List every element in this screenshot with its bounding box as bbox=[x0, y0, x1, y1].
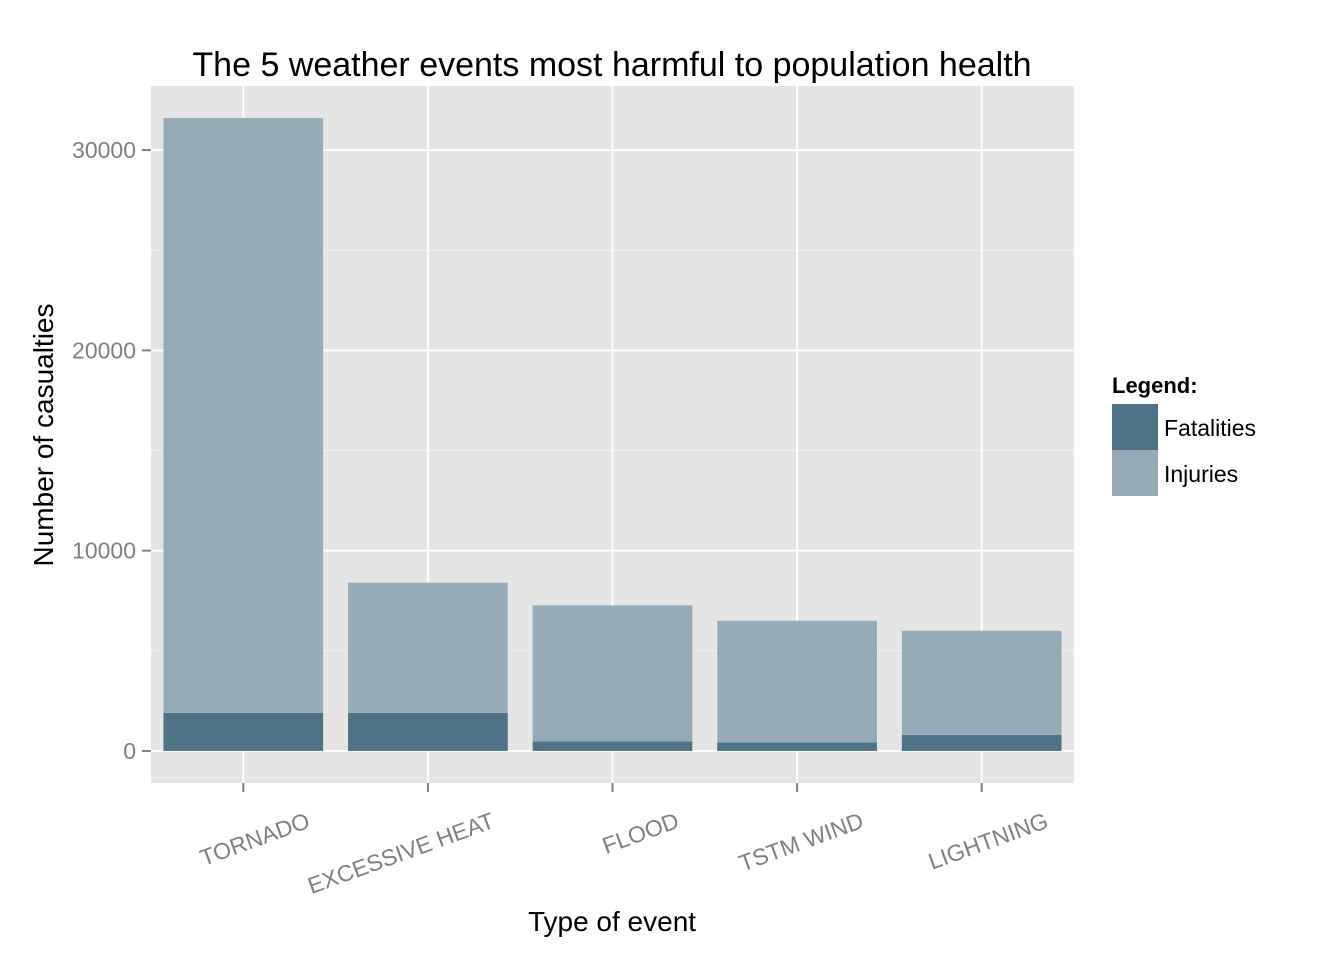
bar-injuries-tstm-wind bbox=[717, 620, 877, 743]
y-axis: 0 10000 20000 30000 bbox=[72, 137, 151, 764]
bar-injuries-excessive-heat bbox=[348, 582, 508, 713]
legend: Legend: Fatalities Injuries bbox=[1112, 373, 1256, 496]
legend-key-fatalities bbox=[1112, 404, 1158, 450]
chart-title: The 5 weather events most harmful to pop… bbox=[192, 46, 1031, 84]
x-tick-label: EXCESSIVE HEAT bbox=[304, 807, 497, 899]
bar-fatalities-tstm-wind bbox=[717, 742, 877, 751]
bar-fatalities-flood bbox=[532, 741, 693, 751]
legend-label-fatalities: Fatalities bbox=[1164, 415, 1256, 441]
x-tick-label: LIGHTNING bbox=[925, 807, 1052, 874]
y-tick-label: 0 bbox=[123, 738, 136, 764]
legend-label-injuries: Injuries bbox=[1164, 461, 1238, 487]
bars bbox=[163, 118, 1062, 751]
bar-injuries-lightning bbox=[901, 630, 1062, 735]
y-tick-label: 30000 bbox=[72, 137, 136, 163]
x-tick-label: TORNADO bbox=[196, 807, 313, 871]
bar-fatalities-excessive-heat bbox=[348, 712, 508, 751]
x-tick-label: TSTM WIND bbox=[735, 807, 866, 876]
bar-fatalities-tornado bbox=[163, 712, 324, 751]
y-tick-label: 10000 bbox=[72, 538, 136, 564]
bar-injuries-flood bbox=[532, 605, 693, 742]
x-tick-label: FLOOD bbox=[599, 807, 682, 859]
y-axis-title: Number of casualties bbox=[28, 303, 59, 566]
legend-title: Legend: bbox=[1112, 373, 1198, 398]
x-axis-title: Type of event bbox=[528, 906, 696, 937]
bar-fatalities-lightning bbox=[901, 734, 1062, 751]
legend-key-injuries bbox=[1112, 450, 1158, 496]
bar-injuries-tornado bbox=[163, 118, 324, 713]
y-tick-label: 20000 bbox=[72, 337, 136, 363]
